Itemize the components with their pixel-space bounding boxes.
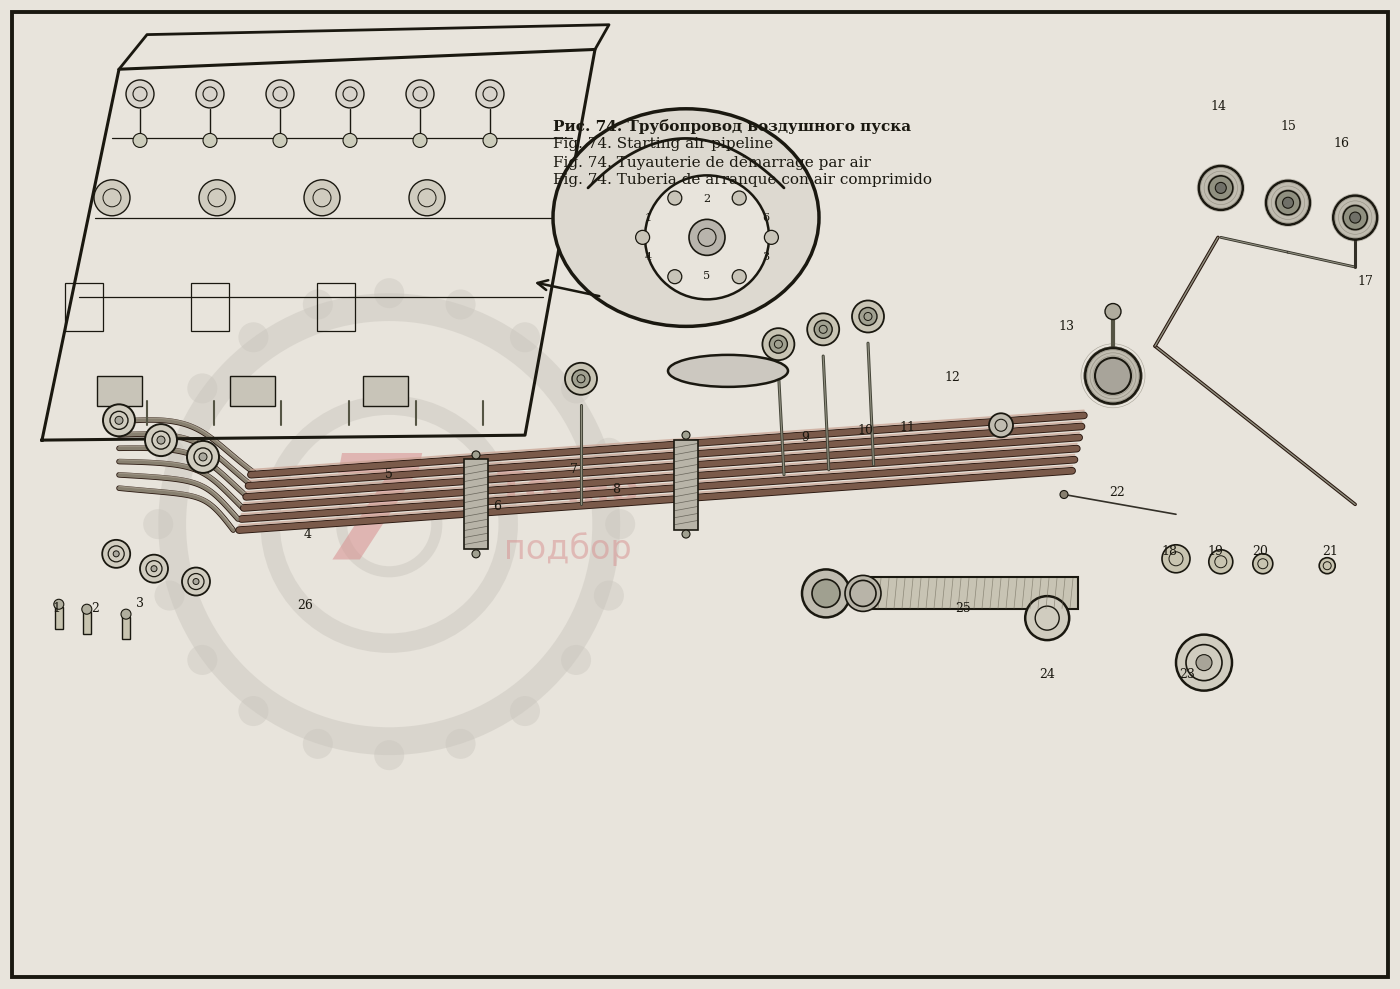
Circle shape	[188, 441, 218, 473]
Text: Точно: Точно	[497, 469, 640, 510]
Text: 14: 14	[1210, 100, 1226, 114]
Circle shape	[102, 540, 130, 568]
Circle shape	[196, 80, 224, 108]
Circle shape	[374, 740, 405, 770]
Circle shape	[812, 580, 840, 607]
Circle shape	[104, 405, 134, 436]
Bar	[316, 283, 356, 330]
Bar	[463, 459, 489, 550]
Circle shape	[1025, 596, 1070, 640]
Text: 22: 22	[1109, 486, 1126, 499]
Circle shape	[853, 301, 883, 332]
Text: подбор: подбор	[504, 532, 631, 566]
Circle shape	[808, 314, 839, 345]
Circle shape	[1208, 176, 1233, 200]
Text: 17: 17	[1357, 275, 1373, 289]
Text: 1: 1	[52, 601, 60, 615]
Circle shape	[154, 438, 185, 468]
Text: 24: 24	[1039, 668, 1056, 681]
Circle shape	[302, 729, 333, 759]
Bar	[55, 607, 63, 629]
Circle shape	[1275, 191, 1301, 215]
Circle shape	[154, 581, 185, 610]
Circle shape	[1282, 197, 1294, 209]
Ellipse shape	[668, 355, 788, 387]
Circle shape	[1162, 545, 1190, 573]
Circle shape	[409, 180, 445, 216]
Circle shape	[413, 134, 427, 147]
Circle shape	[770, 335, 787, 353]
Circle shape	[81, 604, 92, 614]
Bar	[122, 617, 130, 639]
Text: 5: 5	[385, 468, 393, 482]
Circle shape	[668, 270, 682, 284]
Circle shape	[374, 278, 405, 309]
Bar	[190, 283, 230, 330]
Text: Fig. 74. Starting air pipeline: Fig. 74. Starting air pipeline	[553, 137, 773, 151]
Bar	[97, 376, 141, 405]
Ellipse shape	[553, 109, 819, 326]
Circle shape	[120, 609, 132, 619]
Circle shape	[566, 363, 596, 395]
Text: 4: 4	[644, 252, 652, 262]
Text: 5: 5	[703, 271, 711, 281]
Circle shape	[510, 696, 540, 726]
Circle shape	[645, 175, 769, 300]
Text: 25: 25	[955, 601, 972, 615]
Circle shape	[815, 320, 832, 338]
Text: 16: 16	[1333, 136, 1350, 150]
Circle shape	[1350, 212, 1361, 224]
Circle shape	[126, 80, 154, 108]
Circle shape	[199, 180, 235, 216]
Circle shape	[764, 230, 778, 244]
Circle shape	[1095, 358, 1131, 394]
Text: 4: 4	[304, 527, 312, 541]
Circle shape	[1198, 166, 1243, 210]
Circle shape	[594, 438, 624, 468]
Circle shape	[193, 579, 199, 584]
Circle shape	[1266, 181, 1310, 225]
Circle shape	[266, 80, 294, 108]
Text: 3: 3	[762, 252, 770, 262]
Text: 6: 6	[493, 499, 501, 513]
Text: Fig. 74. Tuberia de arranque con air comprimido: Fig. 74. Tuberia de arranque con air com…	[553, 173, 932, 187]
Text: 23: 23	[1179, 668, 1196, 681]
Circle shape	[636, 230, 650, 244]
Circle shape	[445, 290, 476, 319]
Text: 7: 7	[570, 463, 578, 477]
Circle shape	[1196, 655, 1212, 671]
Circle shape	[689, 220, 725, 255]
Circle shape	[188, 374, 217, 404]
Text: 7: 7	[321, 449, 421, 589]
Circle shape	[302, 290, 333, 319]
Circle shape	[238, 322, 269, 352]
Text: 26: 26	[297, 598, 314, 612]
Text: 6: 6	[762, 213, 770, 223]
Circle shape	[140, 555, 168, 583]
Text: 21: 21	[1322, 545, 1338, 559]
Circle shape	[1343, 206, 1368, 229]
Circle shape	[143, 509, 174, 539]
Circle shape	[53, 599, 64, 609]
Circle shape	[1319, 558, 1336, 574]
Bar	[868, 578, 1078, 609]
Text: 15: 15	[1280, 120, 1296, 134]
Text: 11: 11	[899, 420, 916, 434]
Circle shape	[343, 134, 357, 147]
Circle shape	[203, 134, 217, 147]
Circle shape	[732, 270, 746, 284]
Circle shape	[483, 134, 497, 147]
Text: 1: 1	[644, 213, 652, 223]
Bar	[673, 439, 699, 530]
Text: 10: 10	[857, 423, 874, 437]
Circle shape	[182, 568, 210, 595]
Text: 20: 20	[1252, 545, 1268, 559]
Circle shape	[988, 413, 1014, 437]
Circle shape	[561, 374, 591, 404]
Circle shape	[1176, 635, 1232, 690]
Circle shape	[94, 180, 130, 216]
Text: 13: 13	[1058, 319, 1075, 333]
Circle shape	[594, 581, 624, 610]
Text: 8: 8	[612, 483, 620, 496]
